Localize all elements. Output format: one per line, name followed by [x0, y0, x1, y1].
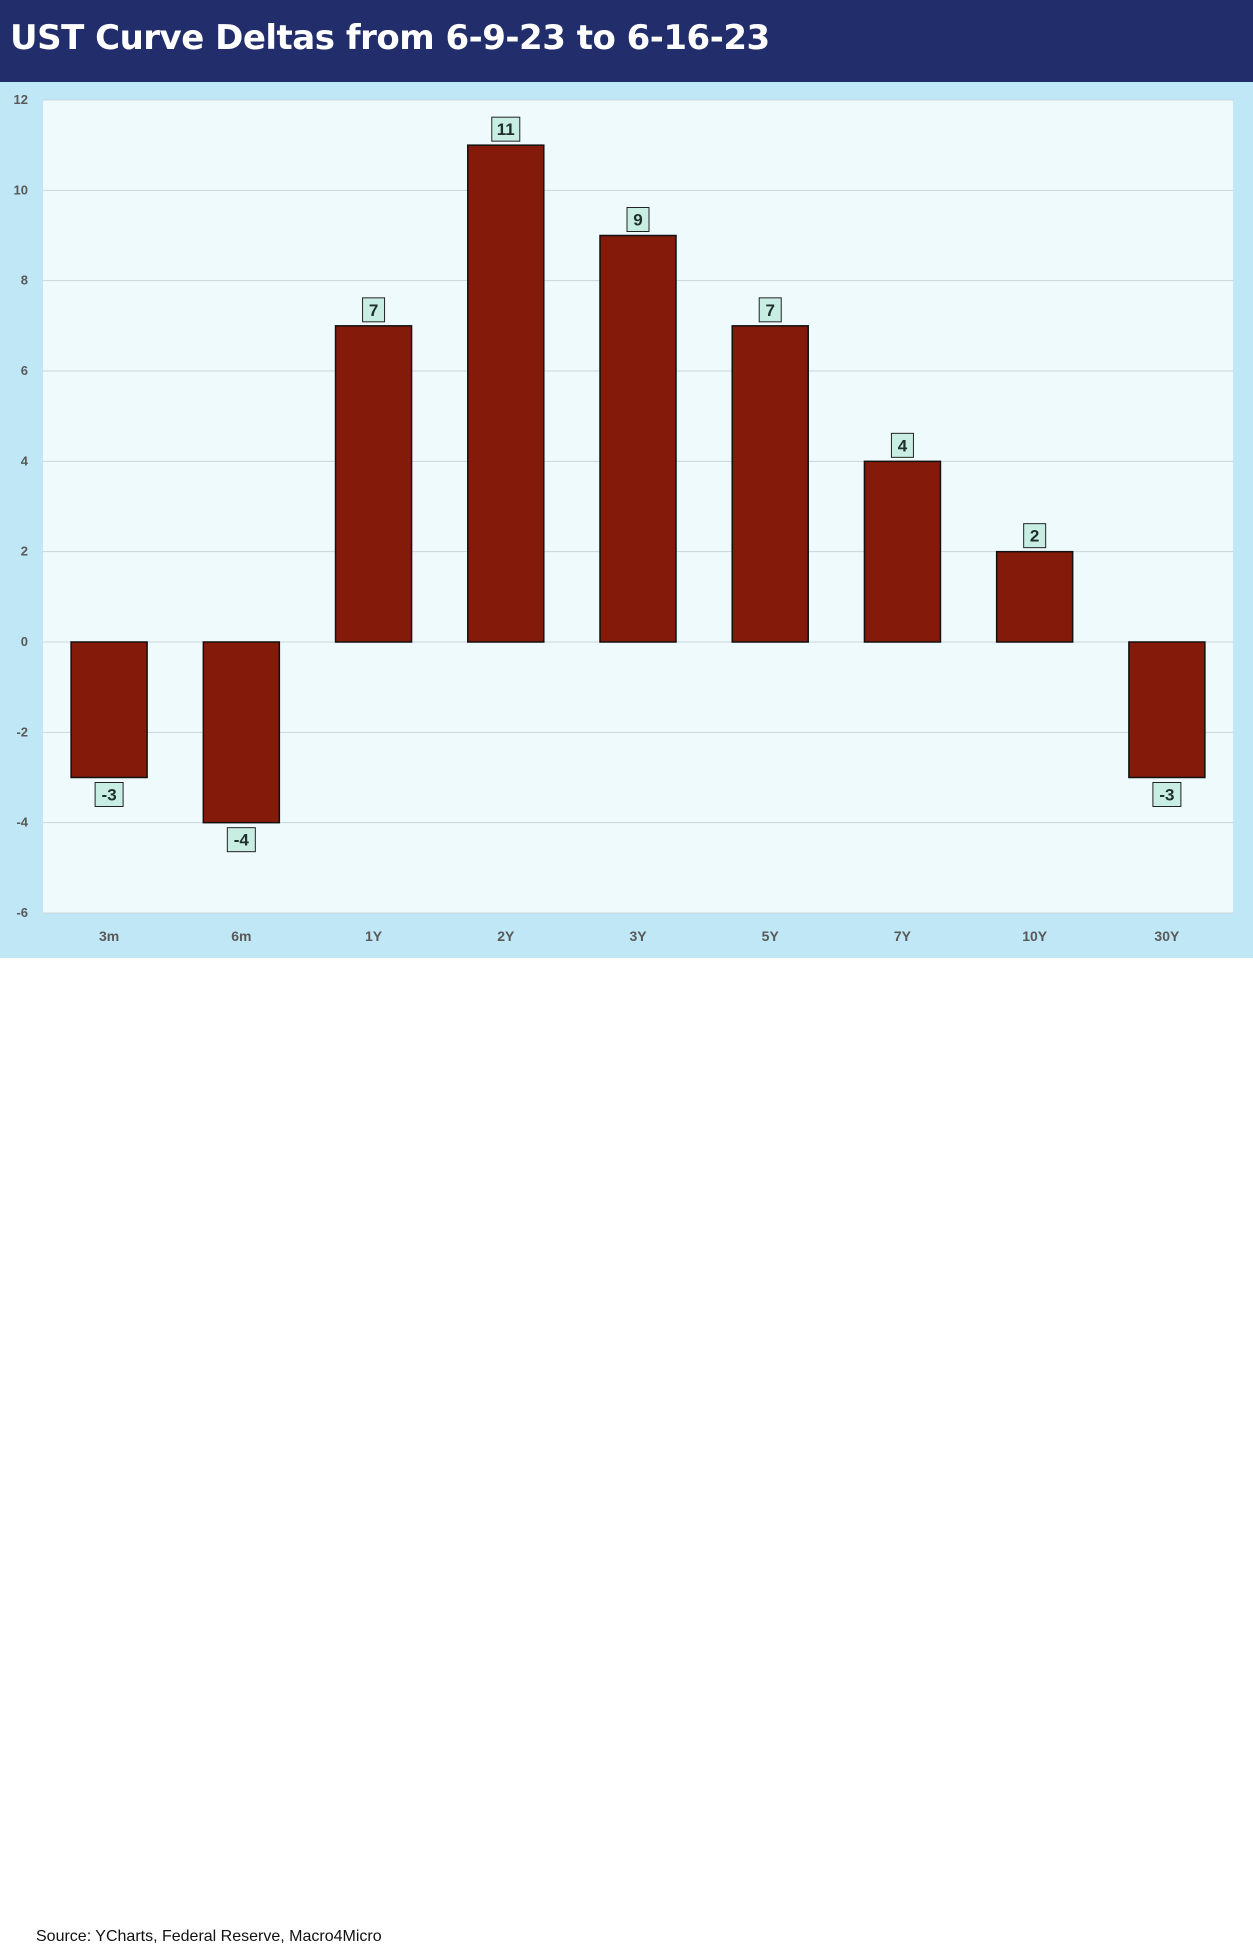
data-label-text: 2 [1030, 527, 1039, 546]
data-label-1Y: 7 [362, 297, 386, 323]
data-label-2Y: 11 [491, 116, 521, 142]
data-label-text: -3 [1159, 786, 1174, 805]
bar-3Y [599, 234, 677, 643]
bar-2Y [467, 144, 545, 643]
bar-1Y [334, 325, 413, 643]
data-label-text: -3 [102, 786, 117, 805]
bar-6m [202, 641, 281, 824]
x-tick-label: 10Y [1022, 928, 1048, 944]
x-tick-label: 1Y [365, 928, 383, 944]
y-tick-label: -2 [16, 724, 28, 739]
y-tick-label: 2 [21, 544, 28, 559]
bars [70, 144, 1206, 824]
data-label-text: 7 [765, 301, 774, 320]
x-tick-label: 30Y [1154, 928, 1180, 944]
y-axis-ticks: 12 10 8 6 4 2 0 -2 -4 -6 [14, 92, 29, 920]
y-tick-label: 0 [21, 634, 28, 649]
source-note: Source: YCharts, Federal Reserve, Macro4… [36, 1928, 382, 1945]
y-tick-label: -4 [16, 815, 28, 830]
y-tick-label: 8 [21, 273, 28, 288]
y-tick-label: 10 [14, 182, 28, 197]
bar-30Y [1128, 641, 1206, 779]
data-label-text: 7 [369, 301, 378, 320]
x-tick-label: 6m [231, 928, 251, 944]
x-tick-label: 2Y [497, 928, 515, 944]
bar-10Y [995, 550, 1074, 643]
data-label-7Y: 4 [890, 432, 914, 458]
data-label-text: 11 [497, 120, 515, 139]
y-tick-label: 12 [14, 92, 28, 107]
data-label-text: 4 [898, 436, 908, 455]
data-label-text: 9 [633, 211, 642, 230]
bar-chart: 12 10 8 6 4 2 0 -2 -4 -6 -3 -4 7 11 9 7 4 2 -3 3m 6m 1Y 2Y 3Y… [14, 92, 1233, 944]
data-labels: -3 -4 7 11 9 7 4 2 -3 [94, 116, 1182, 853]
x-tick-label: 3m [99, 928, 119, 944]
bar-7Y [863, 460, 942, 643]
x-tick-label: 7Y [894, 928, 912, 944]
title-banner: UST Curve Deltas from 6-9-23 to 6-16-23 [0, 0, 1253, 82]
data-label-3Y: 9 [626, 207, 650, 232]
chart-title: UST Curve Deltas from 6-9-23 to 6-16-23 [10, 18, 770, 58]
data-label-5Y: 7 [758, 297, 782, 323]
data-label-30Y: -3 [1152, 782, 1182, 807]
x-tick-label: 5Y [762, 928, 780, 944]
data-label-text: -4 [234, 831, 250, 850]
data-label-3m: -3 [94, 782, 124, 807]
data-label-10Y: 2 [1023, 523, 1047, 549]
bar-3m [70, 641, 148, 779]
bar-5Y [731, 325, 809, 643]
x-axis-ticks: 3m 6m 1Y 2Y 3Y 5Y 7Y 10Y 30Y [99, 928, 1180, 944]
x-tick-label: 3Y [629, 928, 647, 944]
y-tick-label: 6 [21, 363, 28, 378]
data-label-6m: -4 [226, 827, 256, 853]
y-tick-label: 4 [21, 453, 29, 468]
footer: Source: YCharts, Federal Reserve, Macro4… [0, 958, 1253, 1945]
y-tick-label: -6 [16, 905, 28, 920]
